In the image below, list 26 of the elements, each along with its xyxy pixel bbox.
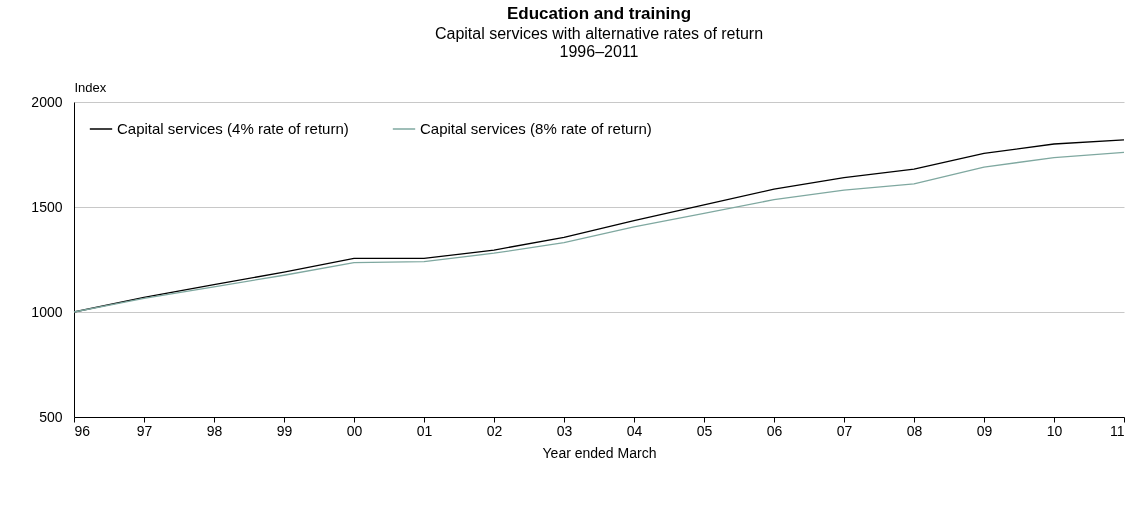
legend-label: Capital services (8% rate of return)	[420, 120, 652, 137]
x-tick-label: 02	[486, 422, 503, 439]
x-tick-label: 01	[416, 422, 433, 439]
x-tick-label: 00	[346, 422, 363, 439]
x-tick-label: 09	[976, 422, 993, 439]
x-tick-label: 11	[1109, 422, 1125, 439]
y-tick-label: 1500	[31, 198, 63, 215]
x-tick-label: 03	[556, 422, 573, 439]
y-tick-label: 2000	[31, 93, 63, 110]
x-tick-label: 04	[626, 422, 643, 439]
y-axis-title: Index	[74, 79, 107, 95]
x-tick-label: 96	[74, 422, 91, 439]
chart-title: Education and training	[506, 4, 692, 23]
x-tick-label: 05	[696, 422, 713, 439]
x-tick-label: 99	[276, 422, 293, 439]
x-tick-label: 10	[1046, 422, 1063, 439]
x-axis-title: Year ended March	[542, 444, 657, 461]
x-tick-label: 08	[906, 422, 923, 439]
legend-label: Capital services (4% rate of return)	[117, 120, 349, 137]
x-tick-label: 07	[836, 422, 853, 439]
y-tick-label: 1000	[31, 303, 63, 320]
x-tick-label: 06	[766, 422, 783, 439]
x-tick-label: 97	[136, 422, 153, 439]
chart-subtitle: Capital services with alternative rates of return 1996–2011	[434, 25, 764, 60]
x-tick-label: 98	[206, 422, 223, 439]
y-tick-label: 500	[39, 408, 63, 425]
